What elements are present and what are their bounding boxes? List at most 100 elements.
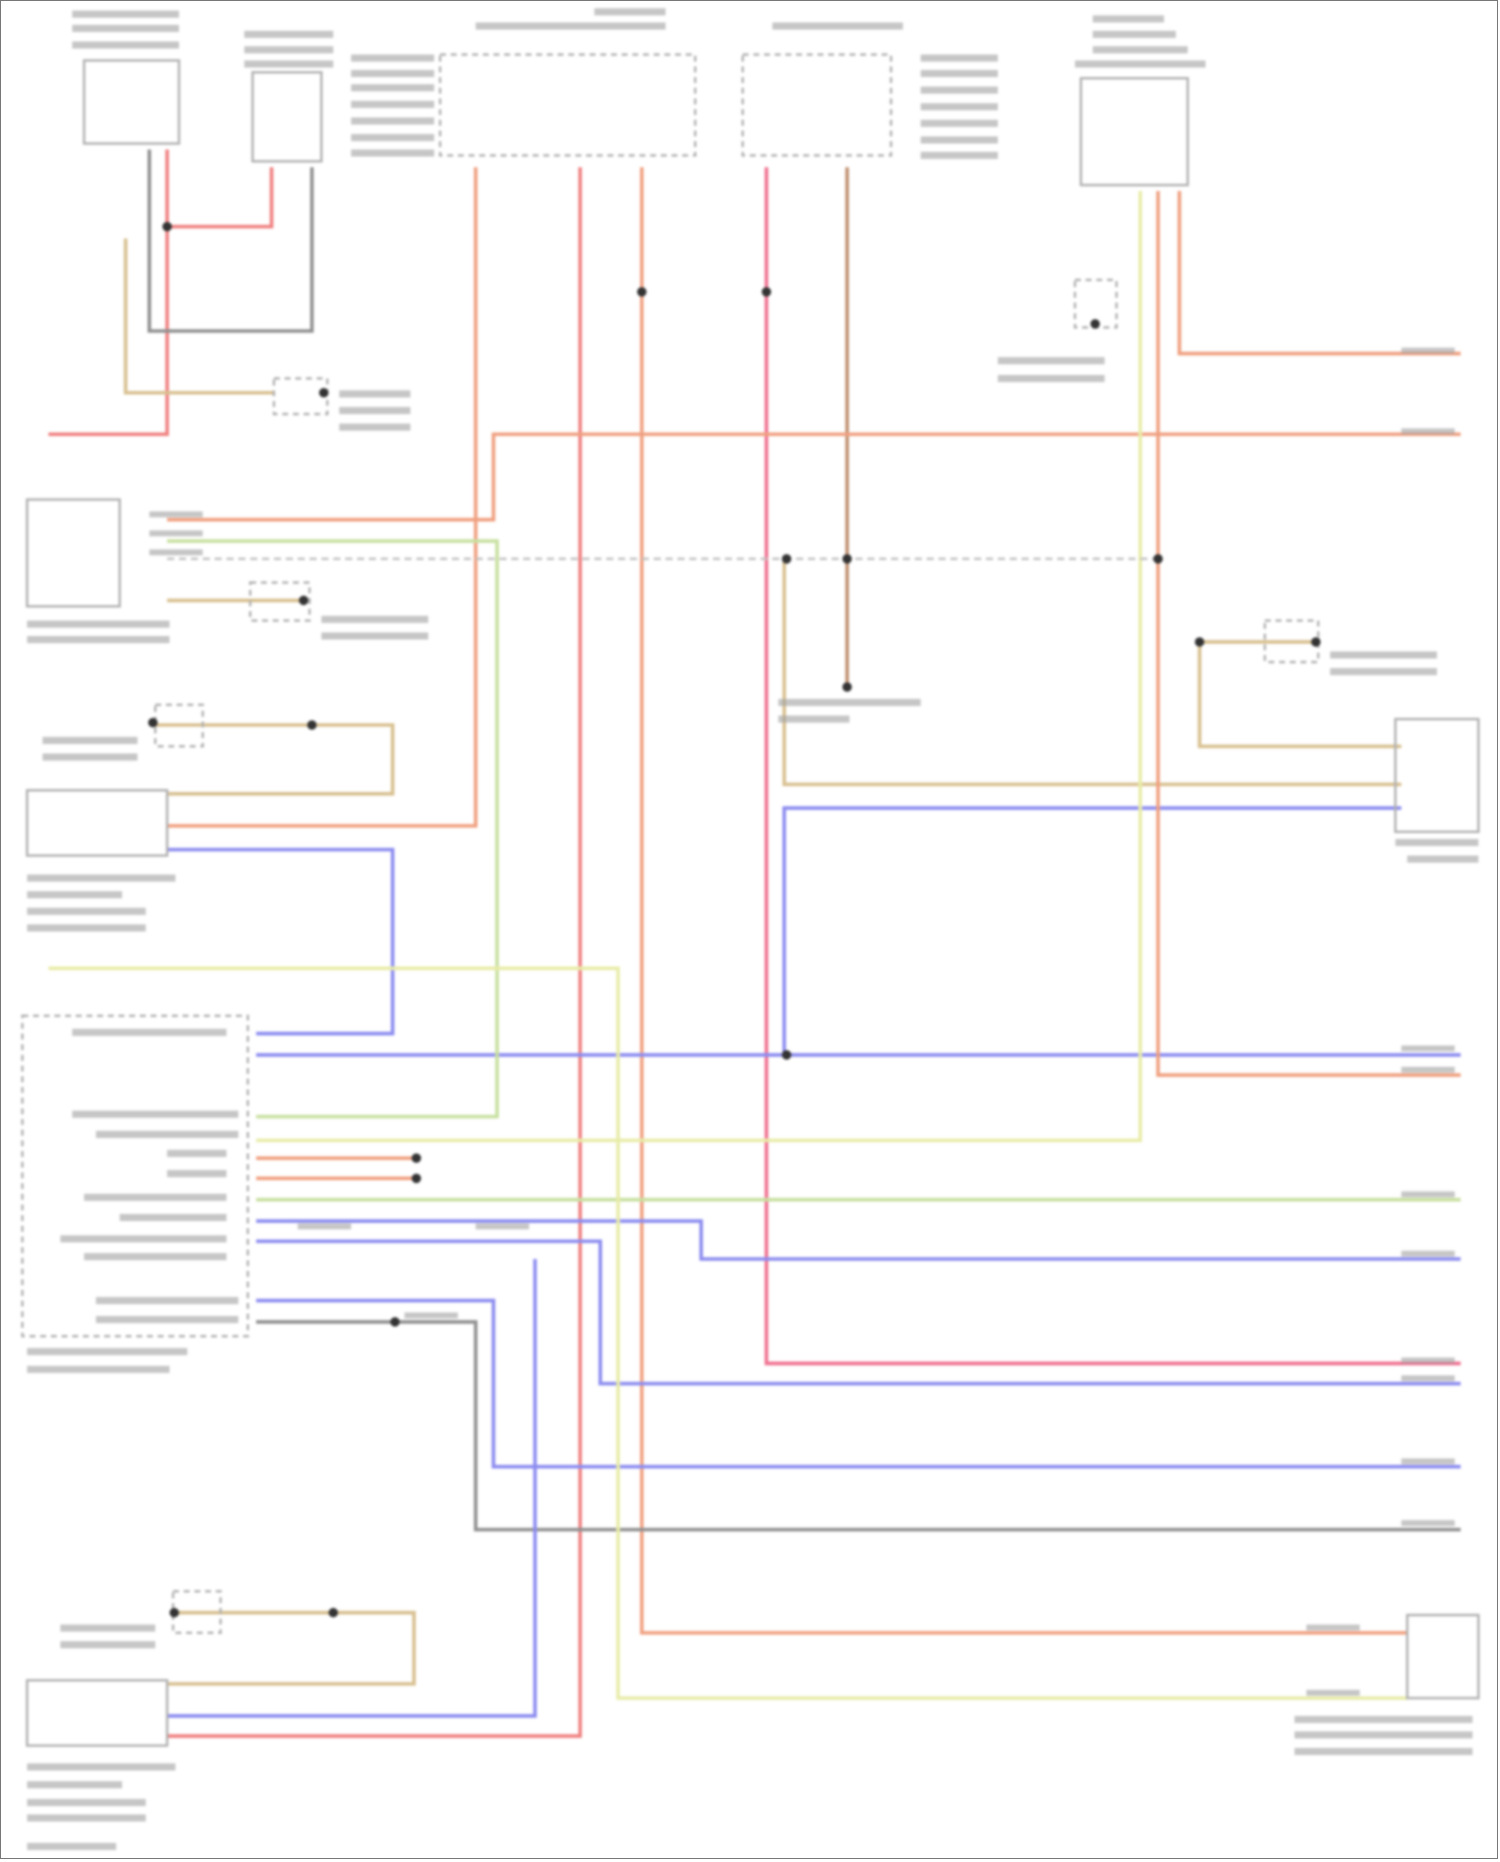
label-text [920, 54, 998, 62]
label-text [920, 103, 998, 111]
label-text [72, 41, 180, 49]
wire-label [149, 511, 203, 518]
wire-orange [1177, 190, 1461, 356]
splice-point [307, 720, 317, 730]
wire-label [1401, 1250, 1455, 1257]
label-text [27, 1814, 146, 1822]
wire-orange [640, 167, 1408, 1635]
wire-label [1401, 428, 1455, 435]
splice-point [761, 287, 772, 297]
splice-point [1153, 554, 1163, 564]
wire-blue [256, 1219, 1461, 1261]
splice-point [148, 717, 158, 728]
label-text [339, 390, 411, 398]
label-text [351, 134, 435, 142]
wire-blue [256, 1298, 1461, 1469]
label-text [27, 891, 123, 899]
wire-label [1401, 1357, 1455, 1364]
component-box [82, 59, 181, 145]
label-text [1330, 651, 1437, 659]
wire-blue [782, 806, 1402, 1055]
splice-point [162, 221, 172, 232]
wire-label [404, 1312, 458, 1319]
splice-point [781, 554, 792, 564]
wire-label [297, 1223, 352, 1230]
label-text [321, 632, 429, 640]
label-text [339, 406, 411, 415]
wire-blue [256, 1239, 1461, 1386]
label-text [72, 1028, 227, 1036]
label-text [351, 149, 435, 157]
label-text [920, 86, 998, 94]
splice-point [169, 1607, 180, 1618]
wire-label [1401, 1458, 1455, 1465]
component-box [25, 1679, 169, 1747]
label-text [95, 1130, 239, 1138]
splice-point [781, 1050, 792, 1060]
component-box [154, 703, 204, 748]
label-text [60, 1235, 227, 1243]
component-box [171, 1590, 222, 1635]
wire-tan [123, 238, 274, 395]
label-text [920, 69, 998, 78]
label-text [27, 907, 146, 915]
label-text [72, 10, 180, 18]
component-box [251, 71, 323, 163]
wire-label [1306, 1689, 1360, 1696]
splice-point [319, 387, 329, 398]
label-text [95, 1315, 239, 1324]
splice-point [842, 682, 852, 692]
label-text [27, 1798, 146, 1807]
label-text [244, 60, 334, 68]
wire-label [1401, 347, 1455, 354]
wire-gray [147, 149, 314, 333]
label-text [60, 1641, 156, 1649]
label-text [920, 151, 998, 159]
label-text [42, 736, 138, 744]
wire-label [1401, 1375, 1455, 1382]
label-text [27, 1763, 176, 1771]
label-text [167, 1149, 227, 1157]
label-text [351, 69, 435, 78]
label-text [95, 1297, 239, 1305]
label-text [1074, 60, 1206, 68]
wire-tan [155, 723, 395, 796]
component-box [249, 581, 311, 622]
splice-point [1311, 637, 1321, 647]
splice-point [842, 554, 852, 564]
label-text [1407, 855, 1479, 863]
wire-pink [764, 167, 1461, 1366]
wire-orange [167, 167, 478, 828]
label-text [1294, 1715, 1473, 1724]
label-text [1092, 30, 1176, 38]
label-text [27, 1781, 123, 1789]
splice-point [328, 1607, 339, 1618]
wire-blue [167, 1259, 537, 1718]
wire-label [1401, 1520, 1455, 1527]
splice-point [411, 1153, 422, 1163]
label-text [351, 100, 435, 108]
splice-point [298, 595, 309, 606]
label-text [351, 117, 435, 125]
label-text [60, 1624, 156, 1632]
component-box [25, 789, 169, 857]
component-box [21, 1014, 250, 1338]
label-text [1294, 1747, 1473, 1756]
label-text [27, 1348, 188, 1356]
wire-label [149, 549, 203, 556]
wire-tan [167, 1610, 416, 1686]
wire-blue [167, 847, 395, 1036]
label-text [339, 423, 411, 431]
label-text [42, 753, 138, 761]
wire-orange [167, 432, 1461, 522]
label-text [167, 1170, 227, 1178]
label-text [351, 84, 435, 92]
label-text [1330, 668, 1437, 676]
wire-label [1401, 1191, 1455, 1198]
wire-yellow [256, 190, 1143, 1143]
wire-gray [256, 1320, 1461, 1532]
component-box [741, 53, 893, 157]
wire-label [475, 1223, 530, 1230]
splice-point [1194, 637, 1205, 647]
